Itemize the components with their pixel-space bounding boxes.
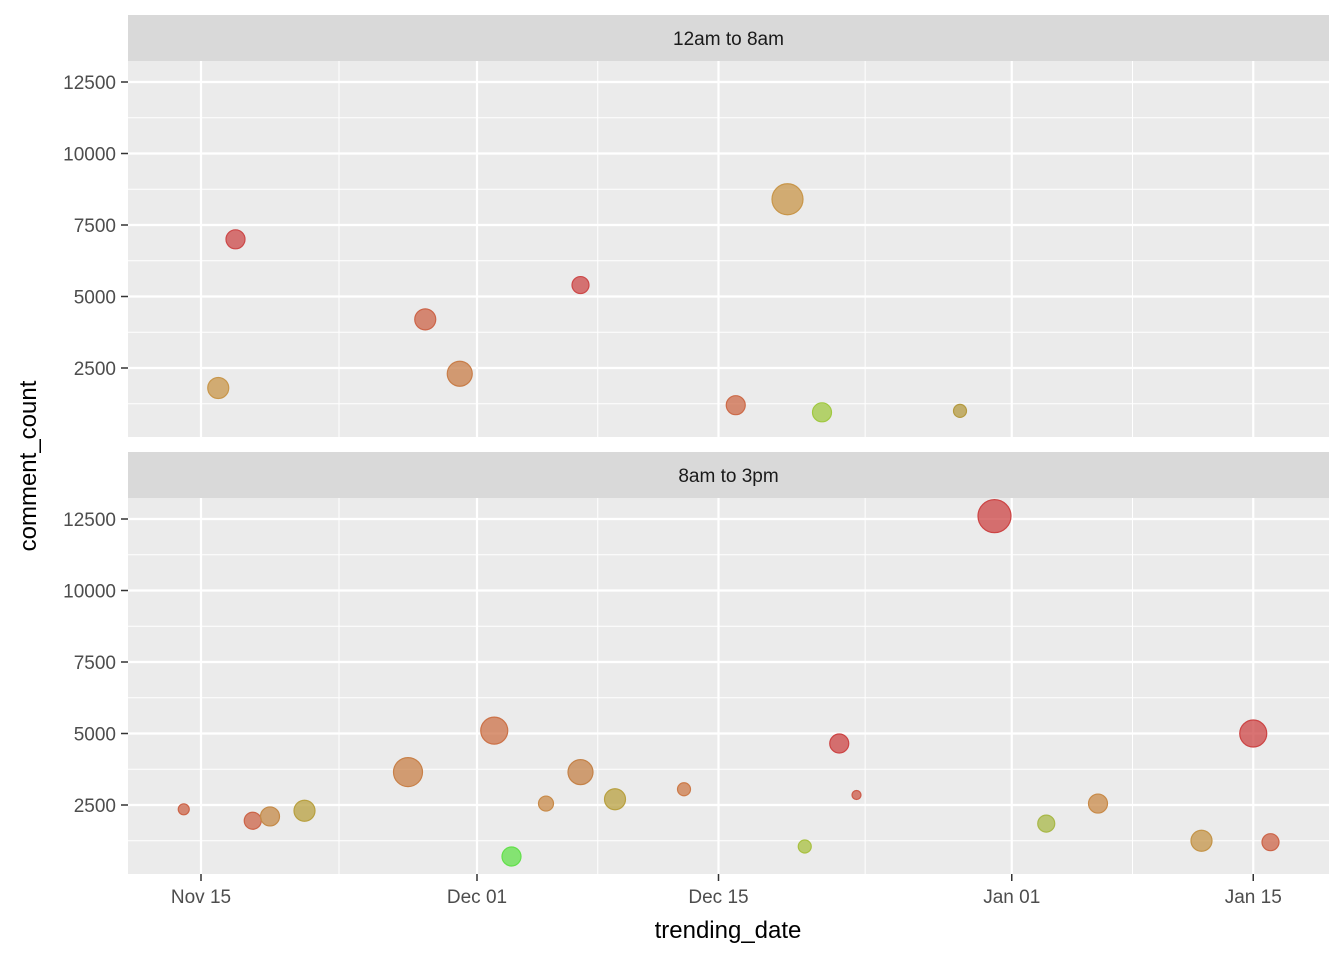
y-tick-label: 5000 [74, 725, 116, 746]
y-axis-title: comment_count [15, 380, 42, 551]
data-point [480, 716, 509, 745]
data-point [293, 799, 316, 822]
data-point [851, 789, 862, 801]
panels: 12am to 8am 8am to 3pm [128, 15, 1329, 874]
y-tick-label: 7500 [74, 216, 116, 237]
y-axes: 2500 5000 7500 10000 12500 2500 5000 7500 10000 1… [63, 73, 128, 817]
data-point [414, 308, 437, 331]
y-tick-label: 12500 [63, 510, 116, 531]
data-point [952, 403, 968, 418]
facet-strip-label: 8am to 3pm [678, 466, 778, 487]
facet-strip-label: 12am to 8am [673, 29, 784, 50]
data-point [259, 806, 281, 827]
x-tick-label: Jan 15 [1225, 887, 1282, 908]
data-point [977, 499, 1012, 534]
data-point [446, 360, 473, 387]
x-axis: Nov 15 Dec 01 Dec 15 Jan 01 Jan 15 [171, 874, 1282, 908]
y-tick-label: 2500 [74, 796, 116, 817]
facet-strip [128, 452, 1329, 498]
y-axis-2: 2500 5000 7500 10000 12500 [63, 510, 128, 817]
data-point [725, 395, 746, 416]
y-tick-label: 5000 [74, 288, 116, 309]
panel-2: 8am to 3pm [128, 452, 1329, 874]
y-tick-label: 10000 [63, 145, 116, 166]
data-point [177, 803, 190, 816]
data-point [537, 795, 555, 812]
data-point [1261, 833, 1280, 852]
data-point [1239, 719, 1268, 748]
data-point [603, 788, 627, 811]
data-point [571, 275, 590, 295]
data-point [501, 846, 522, 867]
data-point [811, 402, 833, 423]
panel-background [128, 498, 1329, 874]
x-tick-label: Jan 01 [983, 887, 1040, 908]
data-point [676, 782, 692, 797]
y-tick-label: 10000 [63, 582, 116, 603]
data-point [1190, 829, 1213, 852]
data-point [1037, 814, 1056, 833]
x-tick-label: Nov 15 [171, 887, 231, 908]
data-point [567, 759, 594, 786]
data-point [225, 229, 246, 250]
panel-background [128, 61, 1329, 437]
y-tick-label: 2500 [74, 359, 116, 380]
x-tick-label: Dec 01 [447, 887, 507, 908]
y-tick-label: 12500 [63, 73, 116, 94]
panel-1: 12am to 8am [128, 15, 1329, 437]
data-point [797, 839, 812, 854]
y-axis-1: 2500 5000 7500 10000 12500 [63, 73, 128, 380]
y-tick-label: 7500 [74, 653, 116, 674]
facet-strip [128, 15, 1329, 61]
data-point [243, 811, 262, 830]
data-point [1087, 793, 1109, 814]
data-point [771, 183, 804, 216]
data-point [829, 733, 850, 754]
x-tick-label: Dec 15 [688, 887, 748, 908]
data-point [392, 757, 424, 788]
x-axis-title: trending_date [655, 917, 802, 944]
data-point [207, 376, 230, 400]
